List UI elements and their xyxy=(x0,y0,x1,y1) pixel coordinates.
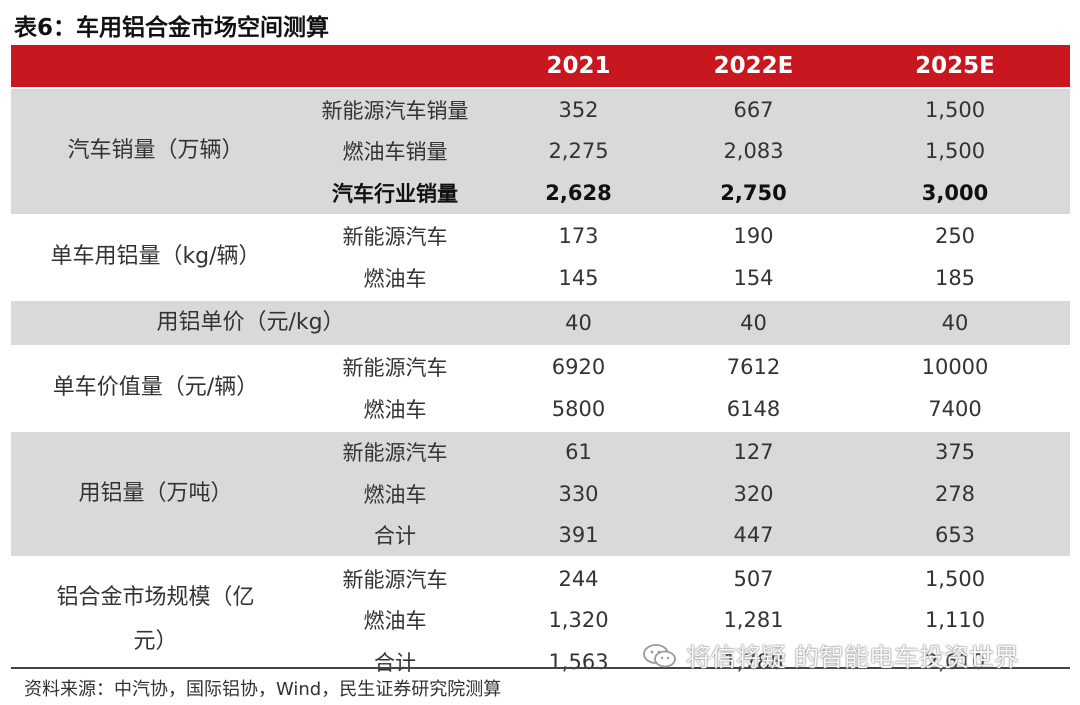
cell-2022e: 7612 xyxy=(667,344,840,388)
cell-2022e: 1,281 xyxy=(667,599,840,641)
category-label: 单车用铝量（kg/辆） xyxy=(11,213,300,300)
table-row: 汽车销量（万辆） 新能源汽车销量 352 667 1,500 xyxy=(11,87,1070,215)
cell-2025e: 185 xyxy=(840,257,1070,300)
table-row: 用铝量（万吨） 新能源汽车 61 127 375 xyxy=(11,429,1070,557)
cell-2025e: 375 xyxy=(840,429,1070,473)
table-row: 燃油车销量 2,275 2,083 1,500 xyxy=(11,130,1070,172)
cell-2021: 2,628 xyxy=(490,172,667,215)
category-label: 汽车销量（万辆） xyxy=(11,87,300,215)
row-label: 新能源汽车 xyxy=(300,344,490,388)
cell-2021: 5800 xyxy=(490,388,667,431)
cell-2022e: 2,083 xyxy=(667,130,840,172)
row-label: 合计 xyxy=(300,641,490,683)
table-row: 合计 391 447 653 xyxy=(11,514,1070,557)
cell-2025e: 1,110 xyxy=(840,599,1070,641)
table-bottom-rule xyxy=(11,667,1070,669)
header-year-2021: 2021 xyxy=(490,45,667,88)
cell-2025e: 1,500 xyxy=(840,87,1070,131)
category-label: 单车价值量（元/辆） xyxy=(11,344,300,431)
header-empty-1 xyxy=(11,45,300,88)
table-row: 铝合金市场规模（亿元） 新能源汽车 244 507 1,500 xyxy=(11,556,1070,683)
row-label: 新能源汽车销量 xyxy=(300,87,490,131)
cell-2022e: 127 xyxy=(667,429,840,473)
cell-2025e: 7400 xyxy=(840,388,1070,431)
table-row: 单车价值量（元/辆） 新能源汽车 6920 7612 10000 xyxy=(11,344,1070,431)
row-label: 燃油车 xyxy=(300,473,490,515)
cell-2025e: 250 xyxy=(840,213,1070,257)
cell-2025e: 278 xyxy=(840,473,1070,515)
cell-2022e: 190 xyxy=(667,213,840,257)
cell-2022e: 154 xyxy=(667,257,840,300)
cell-2021: 1,563 xyxy=(490,641,667,683)
cell-2021: 40 xyxy=(490,298,667,346)
cell-2021: 1,320 xyxy=(490,599,667,641)
cell-2022e: 447 xyxy=(667,514,840,557)
cell-2021: 2,275 xyxy=(490,130,667,172)
header-row: 2021 2022E 2025E xyxy=(11,45,1070,88)
cell-2022e: 6148 xyxy=(667,388,840,431)
row-label: 汽车行业销量 xyxy=(300,172,490,215)
table-row: 燃油车 145 154 185 xyxy=(11,257,1070,300)
category-label: 用铝单价（元/kg） xyxy=(11,298,490,346)
cell-2025e: 1,500 xyxy=(840,130,1070,172)
table-row: 用铝单价（元/kg） 40 40 40 xyxy=(11,298,1070,346)
cell-2021: 391 xyxy=(490,514,667,557)
cell-2022e: 1,788 xyxy=(667,641,840,683)
table-row: 燃油车 1,320 1,281 1,110 xyxy=(11,599,1070,641)
cell-2021: 352 xyxy=(490,87,667,131)
cell-2021: 61 xyxy=(490,429,667,473)
cell-2021: 145 xyxy=(490,257,667,300)
table-row: 燃油车 330 320 278 xyxy=(11,473,1070,515)
cell-2025e: 1,500 xyxy=(840,556,1070,600)
cell-2021: 6920 xyxy=(490,344,667,388)
header-year-2025e: 2025E xyxy=(840,45,1070,88)
row-label: 新能源汽车 xyxy=(300,213,490,257)
row-label: 合计 xyxy=(300,514,490,557)
cell-2025e: 2,610 xyxy=(840,641,1070,683)
table-row-total: 汽车行业销量 2,628 2,750 3,000 xyxy=(11,172,1070,215)
cell-2025e: 10000 xyxy=(840,344,1070,388)
table-title: 表6：车用铝合金市场空间测算 xyxy=(14,15,330,41)
row-label: 燃油车销量 xyxy=(300,130,490,172)
table-row: 燃油车 5800 6148 7400 xyxy=(11,388,1070,431)
row-label: 燃油车 xyxy=(300,257,490,300)
cell-2025e: 653 xyxy=(840,514,1070,557)
category-label: 用铝量（万吨） xyxy=(11,429,300,557)
table-row: 合计 1,563 1,788 2,610 xyxy=(11,641,1070,683)
row-label: 新能源汽车 xyxy=(300,429,490,473)
watermark: 将信将疑 的智能电车投资世界 xyxy=(642,640,1019,672)
source-note: 资料来源：中汽协，国际铝协，Wind，民生证券研究院测算 xyxy=(24,679,502,700)
row-label: 燃油车 xyxy=(300,599,490,641)
cell-2022e: 320 xyxy=(667,473,840,515)
market-size-table: 2021 2022E 2025E 汽车销量（万辆） 新能源汽车销量 352 66… xyxy=(11,45,1070,683)
cell-2021: 330 xyxy=(490,473,667,515)
row-label: 燃油车 xyxy=(300,388,490,431)
cell-2025e: 40 xyxy=(840,298,1070,346)
wechat-icon xyxy=(643,644,676,668)
cell-2022e: 2,750 xyxy=(667,172,840,215)
cell-2021: 173 xyxy=(490,213,667,257)
cell-2025e: 3,000 xyxy=(840,172,1070,215)
cell-2022e: 667 xyxy=(667,87,840,131)
cell-2022e: 507 xyxy=(667,556,840,600)
table-row: 单车用铝量（kg/辆） 新能源汽车 173 190 250 xyxy=(11,213,1070,300)
header-empty-2 xyxy=(300,45,490,88)
header-year-2022e: 2022E xyxy=(667,45,840,88)
cell-2022e: 40 xyxy=(667,298,840,346)
cell-2021: 244 xyxy=(490,556,667,600)
category-label: 铝合金市场规模（亿元） xyxy=(11,556,300,683)
row-label: 新能源汽车 xyxy=(300,556,490,600)
watermark-text: 将信将疑 的智能电车投资世界 xyxy=(686,643,1019,672)
